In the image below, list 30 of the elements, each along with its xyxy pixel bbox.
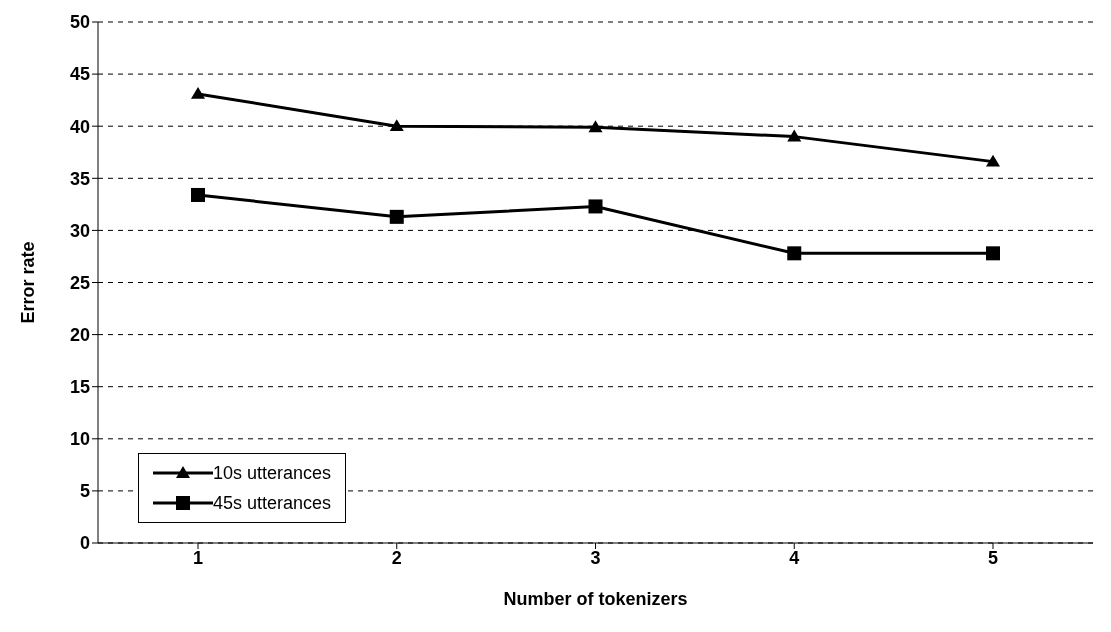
point [191,86,205,99]
y-tick-label: 35 [69,168,90,189]
y-tick-label: 20 [69,324,90,345]
x-tick-label: 2 [391,547,402,568]
x-axis-title: Number of tokenizers [503,589,688,609]
point [986,246,1000,261]
y-tick-label: 25 [69,272,90,293]
legend-label: 10s utterances [213,462,332,484]
point [191,187,205,202]
y-tick-label: 45 [69,64,90,85]
y-tick-label: 5 [79,481,90,502]
y-tick-label: 40 [69,116,90,137]
point [588,120,603,133]
y-tick-label: 10 [69,429,90,450]
point [389,209,404,224]
point [787,129,802,142]
point [986,154,1000,167]
point [389,119,404,132]
y-tick-label: 15 [69,377,90,398]
y-tick-label: 30 [69,220,90,241]
y-tick-label: 0 [79,533,90,554]
x-tick-label: 3 [590,547,601,568]
point [787,246,802,261]
point [588,199,603,214]
legend-label: 45s utterances [213,492,332,514]
x-tick-label: 1 [192,547,204,568]
x-tick-label: 5 [987,547,999,568]
y-axis-title: Error rate [18,241,39,324]
y-tick-label: 50 [69,12,90,33]
x-tick-label: 4 [789,547,800,568]
